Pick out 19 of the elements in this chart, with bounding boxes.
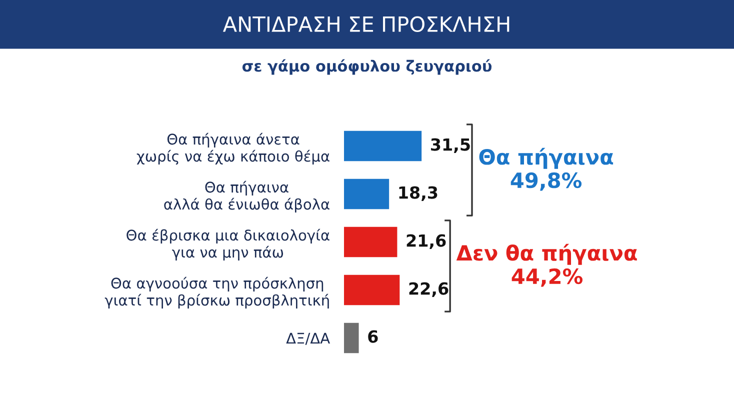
y-tick-label: Θα έβρισκα μια δικαιολογία για να μην πάω	[126, 228, 330, 261]
chart-subtitle: σε γάμο ομόφυλου ζευγαριού	[242, 59, 492, 75]
bar	[344, 130, 422, 162]
data-label: 18,3	[399, 186, 438, 201]
y-tick-label: Θα αγνοούσα την πρόσκληση γιατί την βρίσκω προσβλητική	[104, 276, 329, 309]
bar	[344, 178, 390, 210]
chart-title: ΑΝΤΙΔΡΑΣΗ ΣΕ ΠΡΟΣΚΛΗΣΗ	[222, 16, 510, 32]
text: Θα πήγαινα 49,8%	[479, 148, 614, 191]
data-label: 6	[368, 330, 378, 343]
bar	[344, 274, 400, 306]
bar	[344, 322, 359, 354]
text: Δεν θα πήγαινα 44,2%	[456, 244, 637, 287]
y-tick-label: Θα πήγαινα αλλά θα ένιωθα άβολα	[164, 180, 330, 213]
y-tick-label: ΔΞ/ΔΑ	[286, 332, 330, 345]
y-tick-label: Θα πήγαινα άνετα χωρίς να έχω κάποιο θέμα	[136, 132, 330, 165]
data-label: 21,6	[406, 234, 446, 249]
data-label: 31,5	[431, 138, 470, 153]
bar	[344, 226, 398, 258]
data-label: 22,6	[409, 282, 448, 297]
